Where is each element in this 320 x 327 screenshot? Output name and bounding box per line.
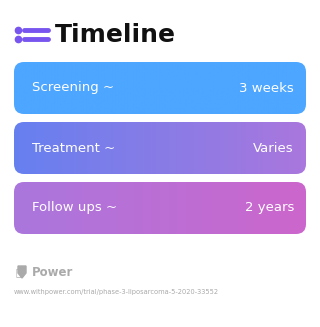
Text: Follow ups ~: Follow ups ~	[32, 201, 117, 215]
Text: 2 years: 2 years	[244, 201, 294, 215]
Text: ⛉: ⛉	[16, 267, 22, 277]
Text: Treatment ~: Treatment ~	[32, 142, 115, 154]
Text: Varies: Varies	[253, 142, 294, 154]
Text: Power: Power	[32, 266, 73, 279]
Text: Screening ~: Screening ~	[32, 81, 114, 95]
Text: 3 weeks: 3 weeks	[239, 81, 294, 95]
Text: Timeline: Timeline	[55, 23, 176, 46]
Polygon shape	[18, 266, 26, 278]
Text: www.withpower.com/trial/phase-3-liposarcoma-5-2020-33552: www.withpower.com/trial/phase-3-liposarc…	[14, 289, 219, 295]
